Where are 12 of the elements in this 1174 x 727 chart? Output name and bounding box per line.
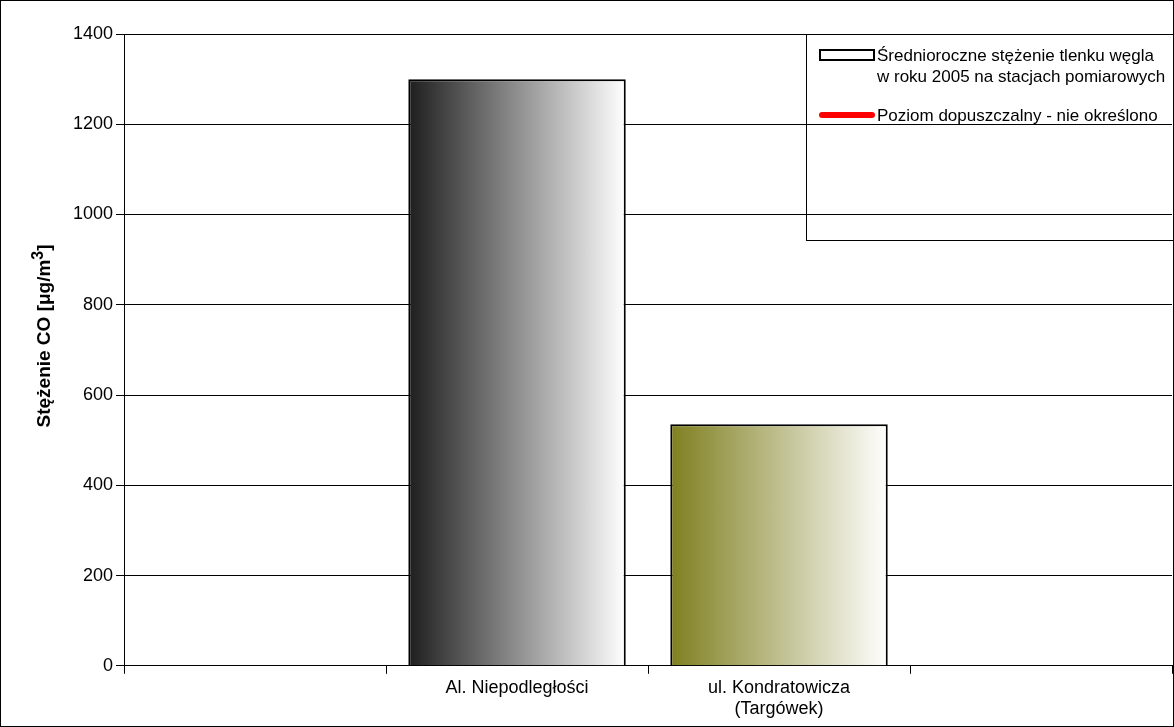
y-tick-label: 1000	[73, 203, 114, 224]
x-tick-label: ul. Kondratowicza (Targówek)	[707, 676, 852, 719]
y-tick-label: 800	[83, 293, 114, 314]
y-tick-label: 200	[83, 564, 114, 585]
y-tick-label: 600	[83, 384, 114, 404]
y-tick-label: 1200	[73, 113, 114, 134]
y-tick-label: 400	[83, 474, 114, 495]
legend-label: Średnioroczne stężenie tlenku węgla w roku 2005 na stacjach pomiarowych	[877, 45, 1167, 87]
y-tick-label: 1400	[73, 22, 114, 43]
legend-label: Poziom dopuszczalny - nie określono	[877, 105, 1159, 126]
y-tick-label: 0	[103, 654, 114, 675]
x-tick-label: Al. Niepodległości	[445, 676, 589, 697]
